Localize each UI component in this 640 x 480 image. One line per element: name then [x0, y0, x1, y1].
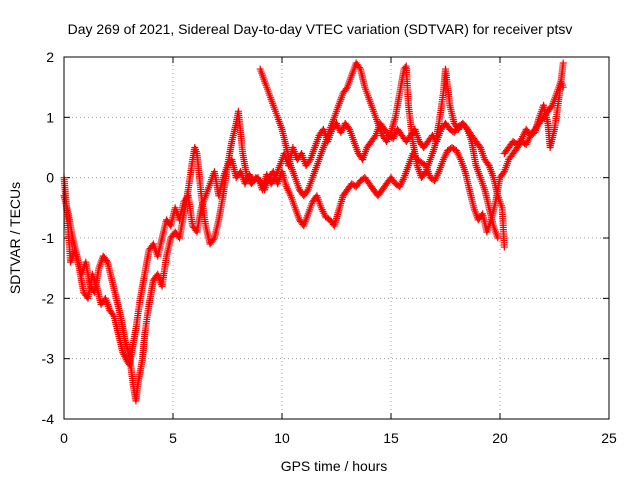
x-tick-label: 15 — [383, 430, 399, 446]
y-tick-label: 1 — [46, 109, 54, 125]
data-point — [499, 169, 507, 177]
y-axis-label: SDTVAR / TECUs — [7, 182, 23, 294]
data-point — [475, 142, 483, 150]
y-tick-label: -1 — [42, 230, 55, 246]
chart-title: Day 269 of 2021, Sidereal Day-to-day VTE… — [68, 21, 573, 37]
data-point — [371, 133, 379, 141]
data-point — [103, 257, 111, 265]
data-point — [494, 234, 502, 242]
series-track-d — [500, 77, 567, 158]
data-point — [547, 103, 555, 111]
plot-frame — [63, 56, 610, 420]
data-point — [305, 157, 313, 165]
y-tick-label: 2 — [46, 49, 54, 65]
x-tick-label: 0 — [60, 430, 68, 446]
data-point — [500, 243, 508, 251]
data-point — [559, 83, 567, 91]
x-tick-label: 10 — [274, 430, 290, 446]
y-tick-label: 0 — [46, 170, 54, 186]
data-point — [344, 124, 352, 132]
data-point — [109, 311, 117, 319]
data-point — [559, 59, 567, 67]
series-track-c — [256, 59, 502, 242]
data-point — [462, 124, 470, 132]
data-point — [342, 85, 350, 93]
data-point — [484, 160, 492, 168]
series-track-b — [60, 59, 567, 405]
x-tick-label: 20 — [492, 430, 508, 446]
series-track-a — [60, 119, 508, 369]
x-tick-label: 5 — [169, 430, 177, 446]
data-point — [421, 169, 429, 177]
x-tick-label: 25 — [601, 430, 617, 446]
data-point — [303, 187, 311, 195]
axis-ticks: 0 5 10 15 20 25 -4 -3 -2 -1 0 1 2 — [42, 49, 617, 446]
data-point — [355, 64, 363, 72]
y-tick-label: -3 — [42, 351, 55, 367]
y-tick-label: -4 — [42, 411, 55, 427]
data-points — [60, 59, 567, 405]
data-point — [209, 236, 217, 244]
y-tick-label: -2 — [42, 290, 55, 306]
x-axis-label: GPS time / hours — [281, 458, 388, 474]
